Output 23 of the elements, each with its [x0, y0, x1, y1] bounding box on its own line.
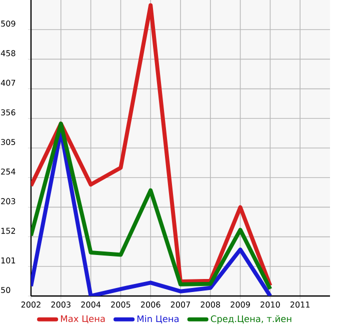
- x-tick-label: 2008: [200, 302, 220, 308]
- x-tick-label: 2007: [170, 302, 190, 308]
- x-tick-label: 2010: [260, 302, 280, 308]
- y-tick-label: 407: [0, 80, 16, 86]
- x-tick-label: 2006: [141, 302, 160, 308]
- y-tick-label: 203: [1, 198, 16, 204]
- x-tick-label: 2009: [230, 302, 250, 308]
- y-tick-label: 152: [1, 228, 15, 234]
- x-tick-label: 2004: [81, 302, 101, 308]
- y-tick-label: 50: [1, 286, 10, 294]
- legend-label: Min Цена: [137, 315, 179, 324]
- legend-label: Max Цена: [61, 315, 105, 324]
- x-tick-label: 2005: [111, 302, 130, 308]
- y-tick-label: 356: [1, 109, 16, 116]
- y-tick-label: 458: [0, 50, 16, 56]
- y-tick-label: 254: [1, 168, 16, 175]
- y-tick-label: 509: [1, 20, 16, 27]
- x-tick-label: 2003: [51, 302, 70, 308]
- y-tick-label: 305: [1, 138, 16, 146]
- legend-label: Сред.Цена, т.йен: [210, 315, 292, 324]
- x-tick-label: 2002: [21, 302, 40, 308]
- x-tick-label: 2011: [290, 302, 310, 308]
- y-tick-label: 101: [1, 257, 16, 264]
